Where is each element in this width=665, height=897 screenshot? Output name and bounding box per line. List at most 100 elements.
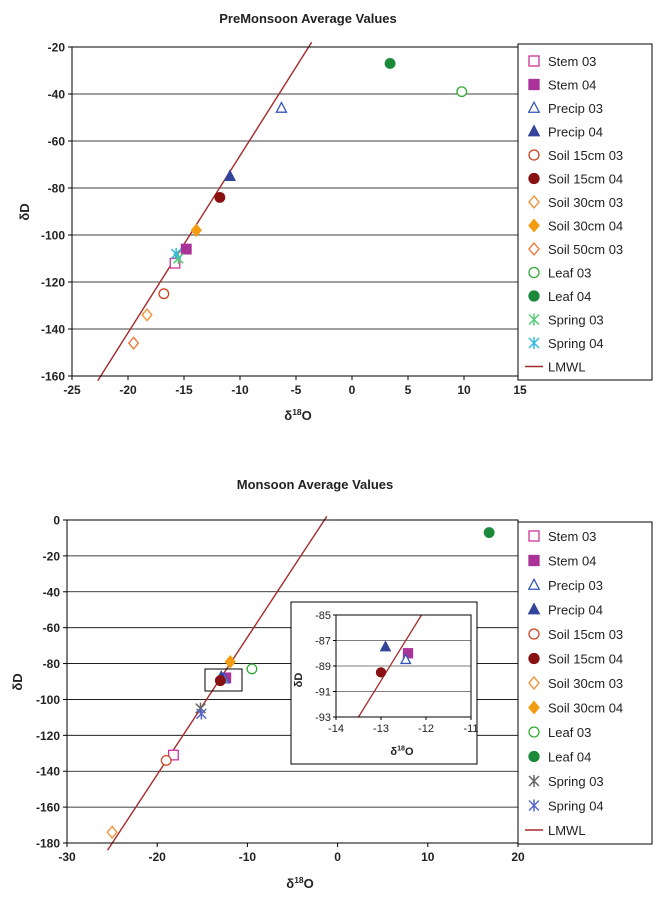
premonsoon-x-tick-label: 15 (513, 383, 527, 397)
monsoon-point-stem-03 (167, 749, 179, 761)
premonsoon-x-axis-label: δ18O (284, 407, 311, 423)
premonsoon-point-soil-15cm-03 (158, 288, 170, 300)
premonsoon-point-soil-30cm-03 (141, 308, 153, 322)
monsoon-point-soil-15cm-04 (214, 675, 226, 687)
monsoon-x-tick-label: -10 (239, 850, 257, 864)
monsoon-legend-label-leaf-03: Leaf 03 (548, 725, 591, 740)
monsoon-legend-marker-spring-03 (528, 775, 540, 787)
inset-y-tick-label: -89 (315, 661, 331, 673)
monsoon-legend-label-precip-04: Precip 04 (548, 603, 603, 618)
inset-point-precip-03 (399, 653, 412, 665)
monsoon-legend-marker-precip-04 (527, 602, 541, 615)
premonsoon-point-stem-04 (180, 243, 192, 255)
monsoon-x-tick-label: 0 (334, 850, 341, 864)
monsoon-x-axis-label: δ18O (286, 875, 313, 891)
monsoon-inset: -85 -87 -89 -91 -93 -14 -13 -12 -11 δD δ18O (290, 601, 479, 765)
monsoon-legend-label-precip-03: Precip 03 (548, 578, 603, 593)
premonsoon-legend-label-spring-04: Spring 04 (548, 336, 604, 351)
monsoon-point-leaf-04 (483, 527, 495, 539)
inset-lmwl-line (357, 614, 423, 718)
premonsoon-y-tick-label: -160 (41, 370, 65, 384)
premonsoon-y-tick-label: -120 (41, 276, 65, 290)
premonsoon-legend-marker-precip-04 (527, 124, 541, 137)
premonsoon-x-tick-label: 5 (405, 383, 412, 397)
premonsoon-legend-label-soil-50cm-03: Soil 50cm 03 (548, 242, 623, 257)
monsoon-y-tick-label: 0 (53, 514, 60, 528)
premonsoon-legend-label-leaf-04: Leaf 04 (548, 289, 591, 304)
premonsoon-legend-marker-leaf-04 (528, 290, 540, 302)
monsoon-y-axis-label: δD (10, 673, 25, 690)
monsoon-y-tick-label: -20 (43, 549, 61, 563)
monsoon-legend-label-stem-03: Stem 03 (548, 529, 596, 544)
premonsoon-legend-label-stem-03: Stem 03 (548, 54, 596, 69)
premonsoon-point-precip-03 (275, 101, 288, 113)
monsoon-y-tick-label: -80 (43, 657, 61, 671)
monsoon-point-soil-30cm-03 (106, 825, 118, 840)
premonsoon-point-soil-30cm-04 (190, 223, 202, 238)
premonsoon-y-axis-label: δD (17, 203, 32, 220)
premonsoon-legend-label-lmwl: LMWL (548, 360, 586, 375)
premonsoon-x-tick-label: -25 (63, 383, 81, 397)
premonsoon-legend-label-precip-03: Precip 03 (548, 101, 603, 116)
monsoon-x-tick-label: 10 (421, 850, 435, 864)
premonsoon-legend-marker-soil-50cm-03 (528, 241, 540, 257)
premonsoon-legend-label-soil-30cm-03: Soil 30cm 03 (548, 195, 623, 210)
monsoon-legend-marker-soil-30cm-03 (528, 675, 540, 691)
premonsoon-legend-marker-spring-03 (528, 313, 540, 326)
inset-point-soil-15cm-04 (375, 667, 387, 678)
premonsoon-legend-label-stem-04: Stem 04 (548, 78, 596, 93)
monsoon-point-leaf-03 (246, 663, 258, 675)
inset-x-tick-label: -13 (373, 723, 389, 735)
inset-x-tick-label: -11 (463, 723, 478, 735)
premonsoon-y-tick-label: -100 (41, 229, 65, 243)
monsoon-legend-label-soil-30cm-03: Soil 30cm 03 (548, 676, 623, 691)
inset-y-tick-label: -87 (315, 636, 331, 648)
inset-x-tick-label: -12 (418, 723, 434, 735)
premonsoon-legend-marker-soil-30cm-03 (528, 194, 540, 210)
monsoon-legend-marker-soil-15cm-03 (528, 628, 540, 640)
premonsoon-chart: PreMonsoon Average Values -20 -40 -60 -80 -1… (17, 11, 653, 423)
monsoon-y-tick-label: -120 (36, 729, 60, 743)
monsoon-y-tick-label: -100 (36, 693, 60, 707)
monsoon-legend-label-soil-15cm-04: Soil 15cm 04 (548, 652, 623, 667)
monsoon-legend-label-lmwl: LMWL (548, 823, 586, 838)
premonsoon-legend-marker-soil-30cm-04 (528, 218, 540, 233)
monsoon-legend (517, 521, 653, 845)
premonsoon-x-tick-label: -20 (119, 383, 137, 397)
premonsoon-x-tick-label: -15 (175, 383, 193, 397)
monsoon-legend-label-leaf-04: Leaf 04 (548, 750, 591, 765)
inset-plot-frame (335, 614, 472, 718)
premonsoon-legend-marker-stem-03 (528, 55, 540, 67)
premonsoon-legend-marker-soil-15cm-03 (528, 149, 540, 161)
premonsoon-legend-label-leaf-03: Leaf 03 (548, 266, 591, 281)
premonsoon-y-tick-label: -140 (41, 323, 65, 337)
premonsoon-legend (517, 43, 653, 381)
premonsoon-legend-label-spring-03: Spring 03 (548, 313, 604, 328)
premonsoon-point-spring-04 (170, 248, 182, 260)
premonsoon-legend-marker-soil-15cm-04 (528, 172, 540, 185)
monsoon-legend-label-spring-03: Spring 03 (548, 774, 604, 789)
monsoon-point-soil-15cm-03 (160, 755, 172, 766)
premonsoon-x-tick-label: 0 (349, 383, 356, 397)
monsoon-y-tick-label: -180 (36, 837, 60, 851)
inset-y-axis-label: δD (293, 673, 305, 688)
premonsoon-point-stem-03 (169, 257, 181, 269)
monsoon-legend-label-soil-30cm-04: Soil 30cm 04 (548, 701, 623, 716)
monsoon-legend-marker-leaf-04 (528, 750, 540, 763)
monsoon-legend-marker-soil-30cm-04 (528, 700, 540, 715)
monsoon-point-spring-04 (196, 708, 207, 720)
monsoon-legend-label-soil-15cm-03: Soil 15cm 03 (548, 627, 623, 642)
premonsoon-legend-label-soil-30cm-04: Soil 30cm 04 (548, 219, 623, 234)
premonsoon-y-tick-label: -60 (48, 135, 66, 149)
premonsoon-legend-marker-leaf-03 (528, 266, 540, 279)
monsoon-x-tick-label: -20 (149, 850, 167, 864)
premonsoon-legend-label-soil-15cm-04: Soil 15cm 04 (548, 172, 623, 187)
monsoon-y-tick-label: -160 (36, 801, 60, 815)
premonsoon-point-leaf-03 (456, 86, 468, 98)
premonsoon-lmwl-line (97, 41, 313, 382)
monsoon-legend-marker-soil-15cm-04 (528, 652, 540, 665)
inset-y-tick-label: -93 (315, 712, 331, 724)
premonsoon-legend-marker-stem-04 (528, 78, 540, 91)
premonsoon-legend-label-soil-15cm-03: Soil 15cm 03 (548, 148, 623, 163)
